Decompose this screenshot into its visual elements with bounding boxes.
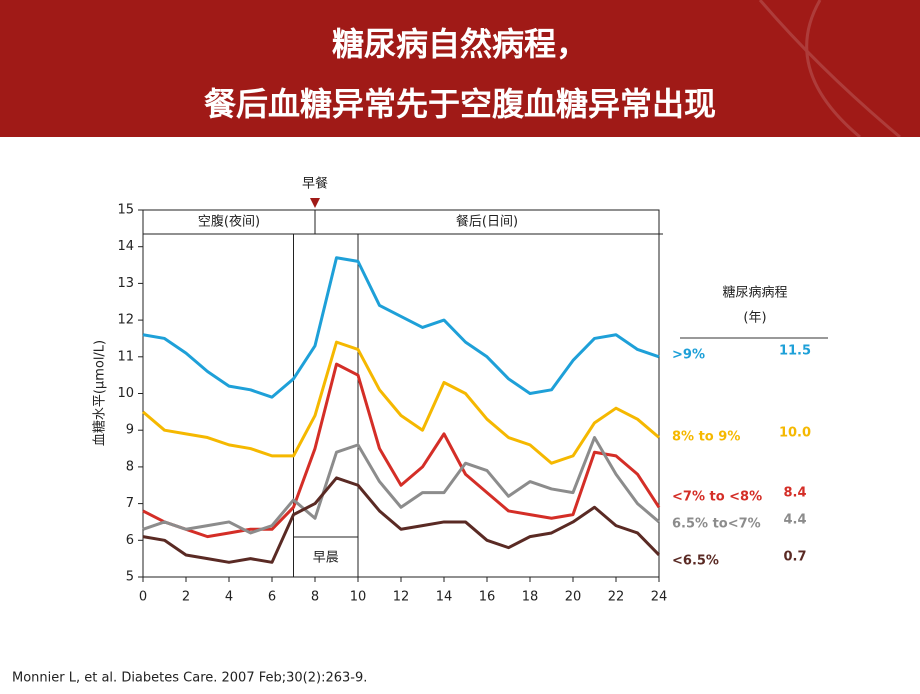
y-tick-label: 14 [117,239,134,254]
x-tick-label: 10 [350,590,367,605]
legend-label: >9% [672,348,705,363]
y-tick-label: 9 [126,423,134,438]
legend-label: <7% to <8% [672,490,762,505]
series-line [142,476,661,564]
duration-value: 0.7 [783,550,806,565]
series-line [142,362,661,539]
y-tick-label: 5 [126,570,134,585]
y-tick-label: 8 [126,459,134,474]
y-tick-label: 12 [117,313,134,328]
title-line: 糖尿病自然病程， [332,25,588,63]
x-tick-label: 0 [139,590,147,605]
series-line [142,436,660,535]
header-band [0,0,920,137]
legend-label: 6.5% to<7% [672,517,761,532]
annotation: 早晨 [313,551,339,566]
y-tick-label: 6 [126,533,134,548]
x-tick-label: 18 [522,590,539,605]
x-tick-label: 2 [182,590,190,605]
x-tick-label: 4 [225,590,233,605]
y-tick-label: 13 [117,276,134,291]
duration-value: 8.4 [783,486,806,501]
series-line [142,256,660,399]
x-tick-label: 8 [311,590,319,605]
y-axis-label: 血糖水平(μmol/L) [92,340,108,446]
x-tick-label: 22 [608,590,625,605]
annotation: 早餐 [302,176,328,192]
y-tick-label: 11 [117,349,134,364]
legend-label: 8% to 9% [672,430,740,445]
annotation: 餐后(日间) [456,214,518,230]
y-tick-label: 15 [117,203,134,218]
duration-value: 10.0 [779,426,811,441]
annotation: 空腹(夜间) [198,214,260,230]
table-unit: (年) [743,311,766,326]
x-tick-label: 12 [393,590,410,605]
breakfast-marker [310,198,320,208]
x-tick-label: 16 [479,590,496,605]
table-title: 糖尿病病程 [722,285,787,301]
title-line: 餐后血糖异常先于空腹血糖异常出现 [204,85,716,123]
x-tick-label: 20 [565,590,582,605]
y-tick-label: 10 [117,386,134,401]
duration-value: 11.5 [779,344,811,359]
x-tick-label: 14 [436,590,453,605]
y-tick-label: 7 [126,496,134,511]
dna-decoration [758,0,901,139]
x-tick-label: 6 [268,590,276,605]
x-tick-label: 24 [651,590,668,605]
series-line [142,340,660,465]
citation: Monnier L, et al. Diabetes Care. 2007 Fe… [12,671,367,686]
legend-label: <6.5% [672,554,719,569]
duration-value: 4.4 [783,513,806,528]
